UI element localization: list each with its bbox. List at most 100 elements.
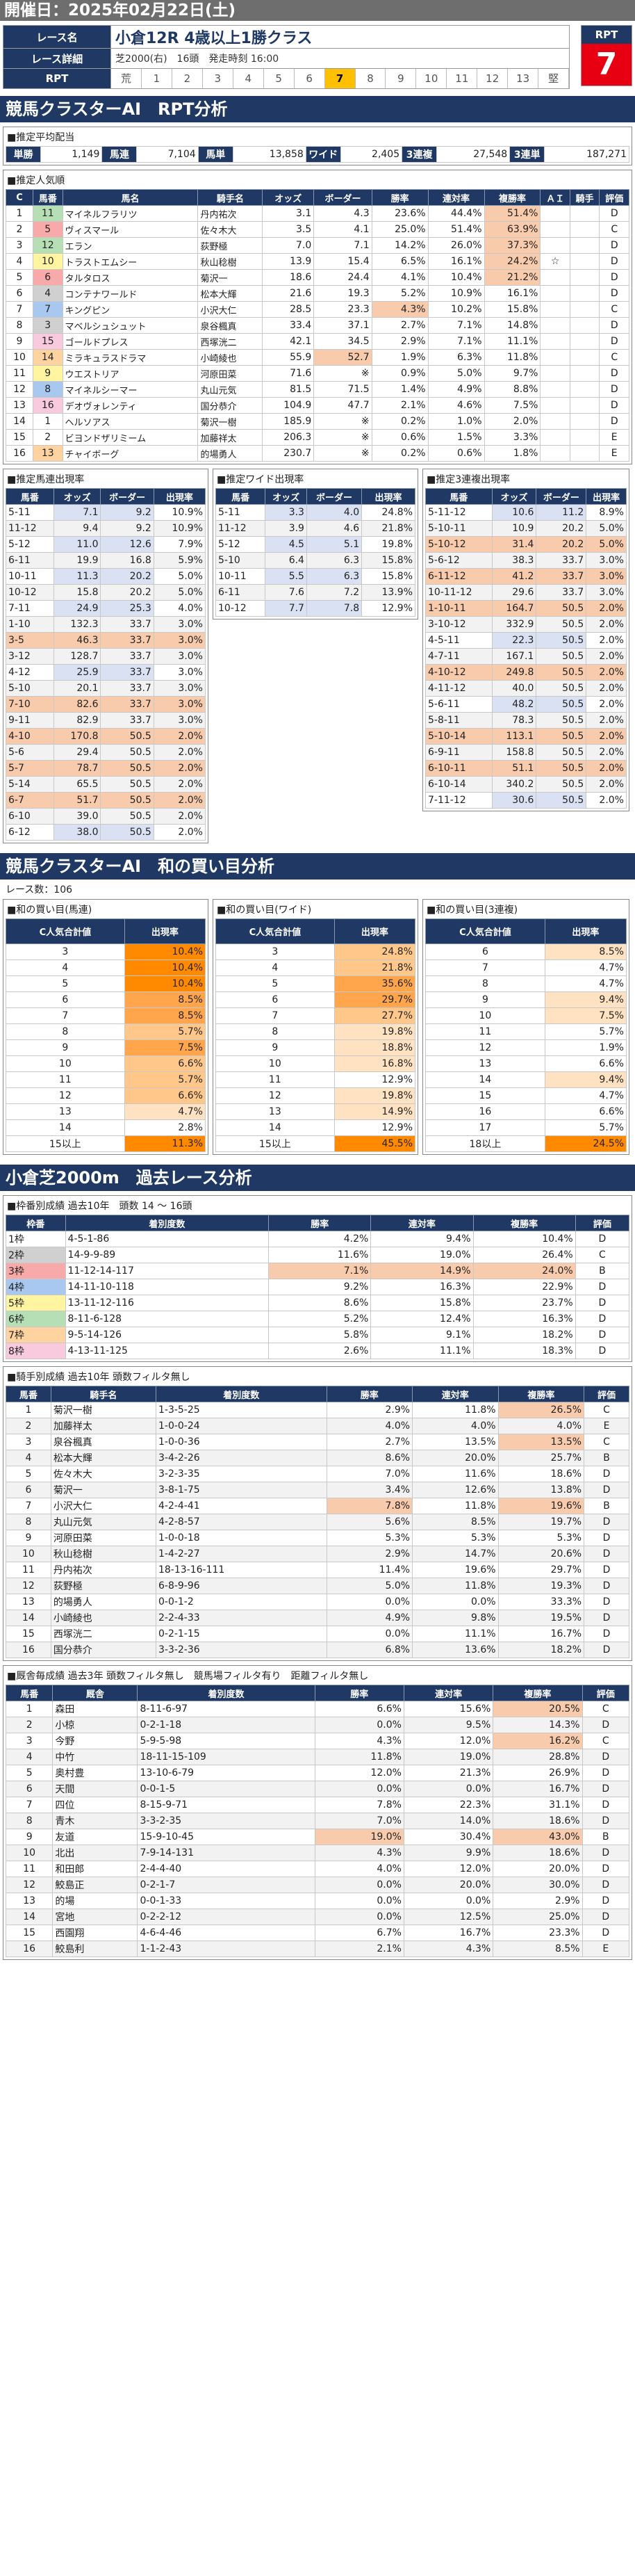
stat-cell: 2	[5, 1717, 53, 1733]
stat-cell: 11.8%	[412, 1498, 499, 1514]
prob-cell: 9-11	[6, 712, 54, 729]
stat-row: 7 四位 8-15-9-71 7.8% 22.3% 31.1% D	[5, 1797, 630, 1813]
popularity-cell: 4.3%	[371, 301, 429, 318]
stat-cell: 0.0%	[326, 1594, 413, 1610]
wa-row: 6 8.5%	[425, 943, 627, 960]
waku-row: 1枠 4-5-1-86 4.2% 9.4% 10.4% D	[6, 1231, 630, 1247]
wa-sum: 15	[425, 1087, 545, 1104]
wa-rate: 10.4%	[124, 959, 206, 976]
prob-cell: 5.1	[306, 536, 363, 553]
stat-header-cell: 勝率	[314, 1685, 404, 1701]
prob-cell: 6-9-11	[425, 744, 493, 761]
prob-cell: 11.0	[53, 536, 101, 553]
prob-cell: 4.0%	[153, 600, 206, 617]
prob-cell: 8.9%	[586, 504, 627, 521]
stat-cell: 4	[6, 1450, 51, 1466]
prob-cell: 5.0%	[586, 520, 627, 537]
popularity-cell: 0.9%	[371, 365, 429, 382]
stat-cell: D	[582, 1877, 630, 1893]
waku-cell: 18.2%	[472, 1327, 576, 1343]
prob-cell: 1-10	[6, 616, 54, 633]
stat-row: 16 国分恭介 3-3-2-36 6.8% 13.6% 18.2% D	[6, 1642, 629, 1658]
popularity-row: 1 11 マイネルフラリツ 丹内祐次 3.1 4.3 23.6% 44.4% 51.4% D	[5, 205, 629, 222]
prob-cell: 10-11	[215, 568, 266, 585]
wa-rate: 5.7%	[124, 1071, 206, 1088]
popularity-cell: 51.4%	[427, 221, 485, 238]
popularity-cell: 33.4	[262, 317, 315, 334]
waku-cell: D	[575, 1311, 630, 1327]
stat-cell: D	[582, 1813, 630, 1829]
prob-row: 5-6 29.4 50.5 2.0%	[6, 744, 206, 761]
popularity-cell: 18.6	[262, 269, 315, 286]
wa-sum: 5	[6, 975, 125, 992]
wa-rate: 19.8%	[333, 1023, 416, 1040]
stat-cell: 16	[6, 1642, 51, 1658]
popularity-cell: 6	[5, 285, 34, 302]
stat-cell: 0.0%	[314, 1877, 404, 1893]
popularity-header-cell: オッズ	[262, 189, 315, 206]
popularity-cell: 3	[33, 317, 63, 334]
popularity-cell: 1	[5, 205, 34, 222]
stat-cell: 西園翔	[52, 1925, 138, 1941]
prob-cell: 3.0%	[586, 568, 627, 585]
prob-cell: 7-11	[6, 600, 54, 617]
wa-rate: 18.8%	[333, 1039, 416, 1056]
payout-value: 27,548	[436, 146, 511, 163]
prob-cell: 50.5	[536, 712, 587, 729]
wa-sum: 9	[425, 991, 545, 1008]
prob-header-cell: オッズ	[53, 488, 101, 505]
waku-cell: 1枠	[6, 1231, 66, 1247]
race-name: 小倉12R 4歳以上1勝クラス	[110, 25, 570, 49]
stat-cell: 18-11-15-109	[137, 1749, 315, 1765]
stat-cell: 秋山稔樹	[50, 1546, 156, 1562]
popularity-cell: 6.3%	[427, 349, 485, 366]
stat-cell: 16	[5, 1941, 53, 1957]
prob-cell: 50.5	[100, 824, 154, 841]
stat-cell: 0.0%	[412, 1594, 499, 1610]
prob-cell: 3.0%	[153, 696, 206, 713]
payout-value: 187,271	[544, 146, 629, 163]
stat-cell: 0.0%	[403, 1781, 494, 1797]
popularity-cell: ☆	[540, 253, 570, 270]
stat-header-cell: 複勝率	[497, 1386, 585, 1402]
prob-cell: 5.5	[265, 568, 307, 585]
prob-cell: 6-10-14	[425, 776, 493, 793]
wa-header-cell: 出現率	[124, 918, 206, 944]
waku-row: 3枠 11-12-14-117 7.1% 14.9% 24.0% B	[6, 1263, 630, 1279]
stat-cell: 9	[6, 1530, 51, 1546]
waku-cell: 4.2%	[268, 1231, 372, 1247]
popularity-cell	[540, 413, 570, 430]
waku-cell: 18.3%	[472, 1343, 576, 1359]
prob-cell: 41.2	[491, 568, 537, 585]
stat-header-cell: 着別度数	[155, 1386, 327, 1402]
stat-cell: 7.8%	[314, 1797, 404, 1813]
wa-rate: 21.8%	[333, 959, 416, 976]
prob-cell: 2.0%	[586, 776, 627, 793]
payout-value: 7,104	[136, 146, 199, 163]
popularity-cell: 12	[5, 381, 34, 398]
prob-cell: 7.2	[306, 584, 363, 601]
prob-cell: 24.8%	[361, 504, 415, 521]
prob-row: 1-10-11 164.7 50.5 2.0%	[425, 600, 627, 617]
prob-cell: 9.4	[53, 520, 101, 537]
popularity-cell	[540, 397, 570, 414]
prob-cell: 7.8	[306, 600, 363, 617]
wa-row: 6 8.5%	[6, 991, 206, 1008]
wa-sum: 9	[215, 1039, 335, 1056]
prob-cell: 3-5	[6, 632, 54, 649]
race-detail-label: レース詳細	[3, 48, 111, 69]
popularity-cell	[569, 429, 600, 446]
prob-cell: 11.3	[53, 568, 101, 585]
waku-header-cell: 複勝率	[472, 1215, 576, 1231]
prob-cell: 39.0	[53, 808, 101, 825]
popularity-cell: 21.2%	[484, 269, 541, 286]
stat-cell: 友道	[52, 1829, 138, 1845]
wa-sum: 13	[425, 1055, 545, 1072]
wa-header: C人気合計値 出現率	[6, 918, 206, 944]
prob-row: 6-11-12 41.2 33.7 3.0%	[425, 568, 627, 585]
prob-cell: 82.6	[53, 696, 101, 713]
stat-cell: 20.0%	[403, 1877, 494, 1893]
wa-row: 4 21.8%	[215, 959, 416, 976]
prob-cell: 5-10-14	[425, 728, 493, 745]
popularity-header-cell: 評価	[599, 189, 629, 206]
